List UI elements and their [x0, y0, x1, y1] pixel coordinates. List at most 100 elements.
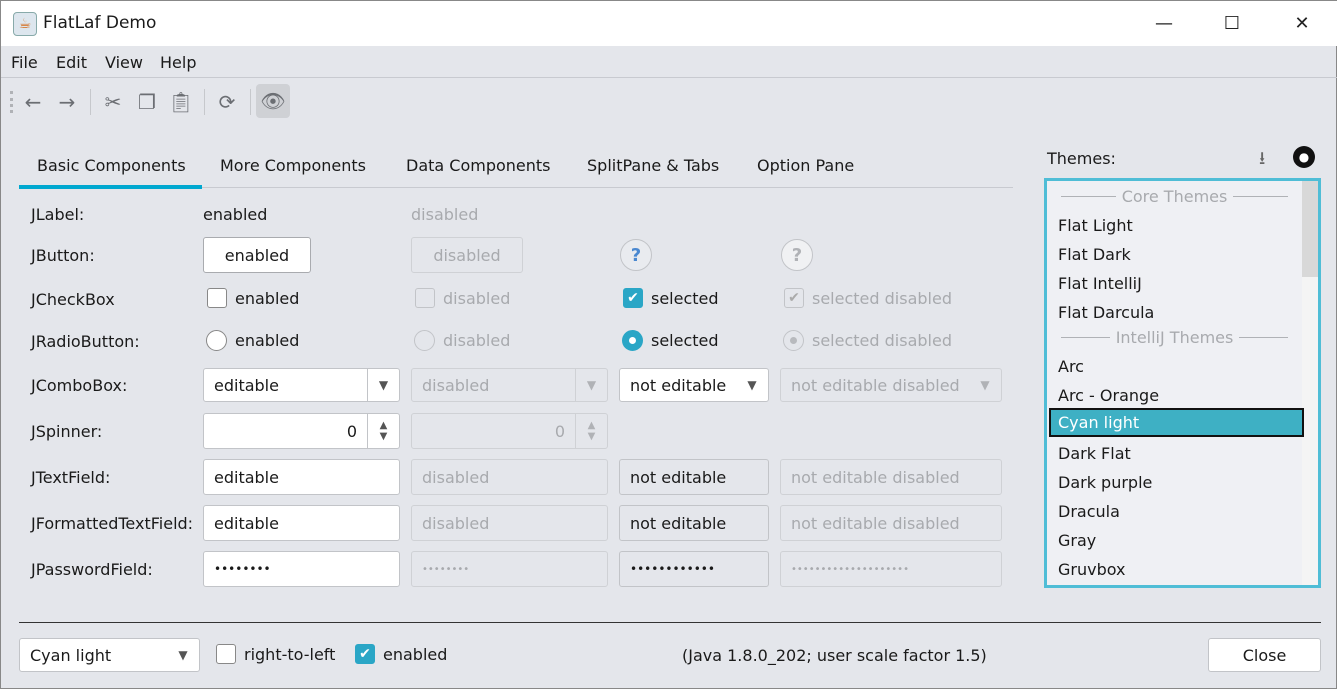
- formatted-not-editable[interactable]: not editable: [619, 505, 769, 541]
- textfield-editable[interactable]: editable: [203, 459, 400, 495]
- java-info: (Java 1.8.0_202; user scale factor 1.5): [682, 646, 987, 665]
- radio-enabled[interactable]: enabled: [206, 330, 299, 351]
- radio-selected[interactable]: selected: [622, 330, 719, 351]
- formatted-disabled: disabled: [411, 505, 608, 541]
- section-intellij-themes: IntelliJ Themes: [1055, 328, 1294, 347]
- paste-icon[interactable]: 📋︎: [168, 90, 194, 114]
- jspinner-label: JSpinner:: [31, 422, 103, 441]
- tab-option-pane[interactable]: Option Pane: [757, 156, 855, 175]
- themes-list[interactable]: Core Themes Flat Light Flat Dark Flat In…: [1044, 178, 1321, 588]
- jtextfield-label: JTextField:: [31, 468, 111, 487]
- title-bar: ☕ FlatLaf Demo — ☐ ✕: [1, 1, 1337, 46]
- formatted-not-editable-disabled: not editable disabled: [780, 505, 1002, 541]
- combo-not-editable[interactable]: not editable ▼: [619, 368, 769, 402]
- theme-item-selected[interactable]: Cyan light: [1049, 408, 1304, 437]
- chevron-down-icon: ▼: [747, 378, 757, 392]
- checkbox-disabled: disabled: [415, 288, 510, 308]
- menu-view[interactable]: View: [105, 53, 143, 72]
- tab-splitpane-tabs[interactable]: SplitPane & Tabs: [587, 156, 720, 175]
- active-tab-indicator: [19, 185, 202, 189]
- help-button-disabled: ?: [781, 239, 813, 271]
- theme-item[interactable]: Dark purple: [1058, 473, 1153, 492]
- textfield-not-editable[interactable]: not editable: [619, 459, 769, 495]
- checkbox-enabled[interactable]: enabled: [207, 288, 299, 308]
- jbutton-label: JButton:: [31, 246, 95, 265]
- download-icon[interactable]: ⭳: [1259, 148, 1266, 169]
- enabled-button[interactable]: enabled: [203, 237, 311, 273]
- back-icon[interactable]: ←: [24, 90, 42, 114]
- tab-data-components[interactable]: Data Components: [406, 156, 551, 175]
- chevron-down-icon: ▼: [367, 369, 399, 401]
- forward-icon[interactable]: →: [58, 90, 76, 114]
- scrollbar-thumb[interactable]: [1302, 181, 1318, 277]
- cut-icon[interactable]: ✂: [104, 90, 122, 114]
- password-editable[interactable]: ••••••••: [203, 551, 400, 587]
- jradiobutton-label: JRadioButton:: [31, 332, 140, 351]
- spinner-enabled[interactable]: 0 ▲ ▼: [203, 413, 400, 449]
- toolbar-grip[interactable]: [10, 91, 13, 113]
- spinner-arrows-icon: ▲ ▼: [367, 414, 399, 448]
- jformattedtextfield-label: JFormattedTextField:: [31, 514, 194, 533]
- eye-icon[interactable]: 👁︎: [256, 84, 290, 118]
- jpasswordfield-label: JPasswordField:: [31, 560, 153, 579]
- footer-divider: [19, 622, 1321, 623]
- minimize-button[interactable]: —: [1155, 13, 1173, 34]
- github-icon[interactable]: ●: [1293, 146, 1315, 168]
- menu-bar: [1, 46, 1337, 78]
- tab-more-components[interactable]: More Components: [220, 156, 366, 175]
- check-icon: ✔: [623, 288, 643, 308]
- menu-help[interactable]: Help: [160, 53, 197, 72]
- help-button[interactable]: ?: [620, 239, 652, 271]
- password-not-editable[interactable]: ••••••••••••: [619, 551, 769, 587]
- jcombobox-label: JComboBox:: [31, 376, 128, 395]
- label-enabled: enabled: [203, 205, 268, 224]
- theme-item[interactable]: Flat Darcula: [1058, 303, 1155, 322]
- checkbox-selected-disabled: ✔ selected disabled: [784, 288, 952, 308]
- password-disabled: ••••••••: [411, 551, 608, 587]
- copy-icon[interactable]: ❐: [138, 90, 156, 114]
- theme-item[interactable]: Flat Light: [1058, 216, 1133, 235]
- scrollbar-track[interactable]: [1302, 181, 1318, 585]
- theme-combo[interactable]: Cyan light ▼: [19, 638, 200, 672]
- combo-editable[interactable]: editable ▼: [203, 368, 400, 402]
- enabled-checkbox[interactable]: ✔ enabled: [355, 644, 447, 664]
- combo-disabled: disabled ▼: [411, 368, 608, 402]
- section-core-themes: Core Themes: [1055, 187, 1294, 206]
- theme-item[interactable]: Gray: [1058, 531, 1097, 550]
- close-window-button[interactable]: ✕: [1294, 13, 1310, 34]
- chevron-down-icon: ▼: [980, 378, 990, 392]
- close-button[interactable]: Close: [1208, 638, 1321, 672]
- menu-edit[interactable]: Edit: [56, 53, 87, 72]
- theme-item[interactable]: Flat Dark: [1058, 245, 1131, 264]
- tab-divider: [19, 187, 1013, 188]
- refresh-icon[interactable]: ⟳: [218, 90, 236, 114]
- tab-basic-components[interactable]: Basic Components: [37, 156, 186, 175]
- checkbox-selected[interactable]: ✔ selected: [623, 288, 719, 308]
- theme-item[interactable]: Flat IntelliJ: [1058, 274, 1142, 293]
- menu-file[interactable]: File: [11, 53, 38, 72]
- theme-item[interactable]: Dark Flat: [1058, 444, 1131, 463]
- theme-item[interactable]: Arc - Orange: [1058, 386, 1160, 405]
- combo-not-editable-disabled: not editable disabled ▼: [780, 368, 1002, 402]
- rtl-checkbox[interactable]: right-to-left: [216, 644, 335, 664]
- textfield-not-editable-disabled: not editable disabled: [780, 459, 1002, 495]
- password-not-editable-disabled: ••••••••••••••••••••: [780, 551, 1002, 587]
- theme-item[interactable]: Arc: [1058, 357, 1084, 376]
- check-icon: ✔: [784, 288, 804, 308]
- theme-item[interactable]: Gruvbox: [1058, 560, 1126, 579]
- formatted-editable[interactable]: editable: [203, 505, 400, 541]
- toolbar-separator: [90, 89, 91, 115]
- radio-disabled: disabled: [414, 330, 510, 351]
- spinner-disabled: 0 ▲ ▼: [411, 413, 608, 449]
- chevron-down-icon: ▼: [178, 648, 188, 662]
- label-disabled: disabled: [411, 205, 479, 224]
- java-app-icon: ☕: [13, 12, 37, 36]
- themes-label: Themes:: [1047, 149, 1116, 168]
- spinner-arrows-icon: ▲ ▼: [575, 414, 607, 448]
- theme-item[interactable]: Dracula: [1058, 502, 1120, 521]
- window-title: FlatLaf Demo: [43, 13, 157, 33]
- maximize-button[interactable]: ☐: [1223, 13, 1241, 34]
- toolbar-separator: [204, 89, 205, 115]
- toolbar-separator: [250, 89, 251, 115]
- jcheckbox-label: JCheckBox: [31, 290, 115, 309]
